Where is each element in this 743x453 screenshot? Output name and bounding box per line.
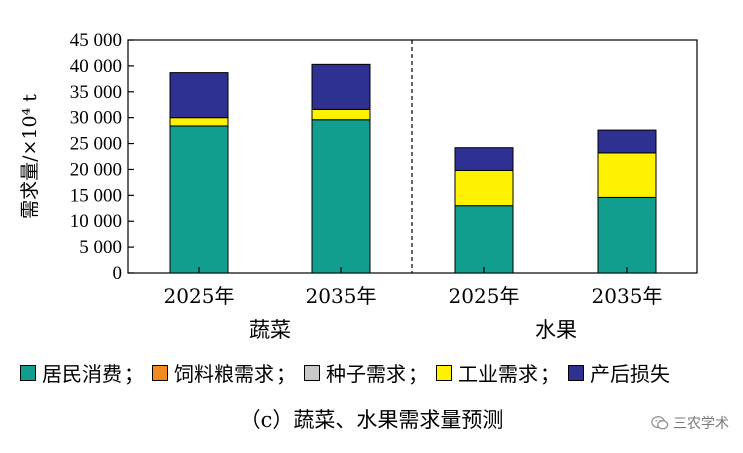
- legend-separator: ；: [276, 362, 296, 386]
- figure-caption: （c）蔬菜、水果需求量预测: [239, 408, 504, 432]
- bar-segment: [311, 119, 371, 274]
- x-tick-label: 2025年: [449, 284, 520, 308]
- watermark-text: 三农学术: [673, 416, 729, 432]
- legend-separator: ；: [124, 362, 144, 386]
- legend: 居民消费；饲料粮需求；种子需求；工业需求；产后损失: [16, 358, 670, 387]
- x-tick-label: 2025年: [164, 284, 235, 308]
- legend-item: 饲料粮需求；: [148, 358, 300, 387]
- legend-label: 饲料粮需求: [174, 362, 274, 386]
- legend-label: 工业需求: [458, 362, 538, 386]
- legend-swatch: [152, 364, 168, 381]
- legend-item: 居民消费；: [16, 358, 148, 387]
- bar-segment: [454, 147, 514, 171]
- group-label: 蔬菜: [249, 318, 291, 342]
- y-axis-title: 需求量/×10⁴ t: [19, 94, 41, 219]
- legend-swatch: [436, 364, 452, 381]
- legend-swatch: [568, 364, 584, 381]
- legend-label: 居民消费: [42, 362, 122, 386]
- bar-segment: [597, 129, 657, 154]
- bar-segment: [169, 117, 229, 127]
- legend-item: 种子需求；: [300, 358, 432, 387]
- legend-item: 工业需求；: [432, 358, 564, 387]
- bar-segment: [311, 108, 371, 121]
- chart: 0 5 000 10 000 15 000 20 000 25 000 30 000 35 0…: [19, 30, 698, 342]
- legend-separator: ；: [408, 362, 428, 386]
- y-tick-label: 10 000: [70, 211, 122, 232]
- legend-item: 产后损失: [564, 358, 670, 387]
- bar-segment: [169, 72, 229, 119]
- bar-segment: [597, 152, 657, 198]
- y-tick-label: 30 000: [70, 108, 122, 129]
- bar-segment: [169, 125, 229, 274]
- legend-separator: ；: [540, 362, 560, 386]
- legend-swatch: [20, 364, 36, 381]
- watermark: 三农学术: [651, 413, 729, 433]
- y-tick-label: 25 000: [70, 134, 122, 155]
- bar-segment: [597, 196, 657, 274]
- legend-label: 种子需求: [326, 362, 406, 386]
- bar-segment: [454, 169, 514, 207]
- bar-segment: [454, 205, 514, 274]
- y-tick-label: 40 000: [70, 56, 122, 77]
- x-tick-label: 2035年: [306, 284, 377, 308]
- legend-label: 产后损失: [590, 362, 670, 386]
- y-tick-label: 35 000: [70, 82, 122, 103]
- y-tick-label: 5 000: [79, 237, 122, 258]
- y-tick-label: 0: [113, 263, 123, 284]
- y-tick-label: 15 000: [70, 185, 122, 206]
- bar-segment: [311, 63, 371, 110]
- y-tick-label: 45 000: [70, 30, 122, 51]
- y-tick-label: 20 000: [70, 159, 122, 180]
- group-label: 水果: [535, 318, 577, 342]
- wechat-logo-icon: [651, 416, 669, 430]
- legend-swatch: [304, 364, 320, 381]
- x-tick-label: 2035年: [592, 284, 663, 308]
